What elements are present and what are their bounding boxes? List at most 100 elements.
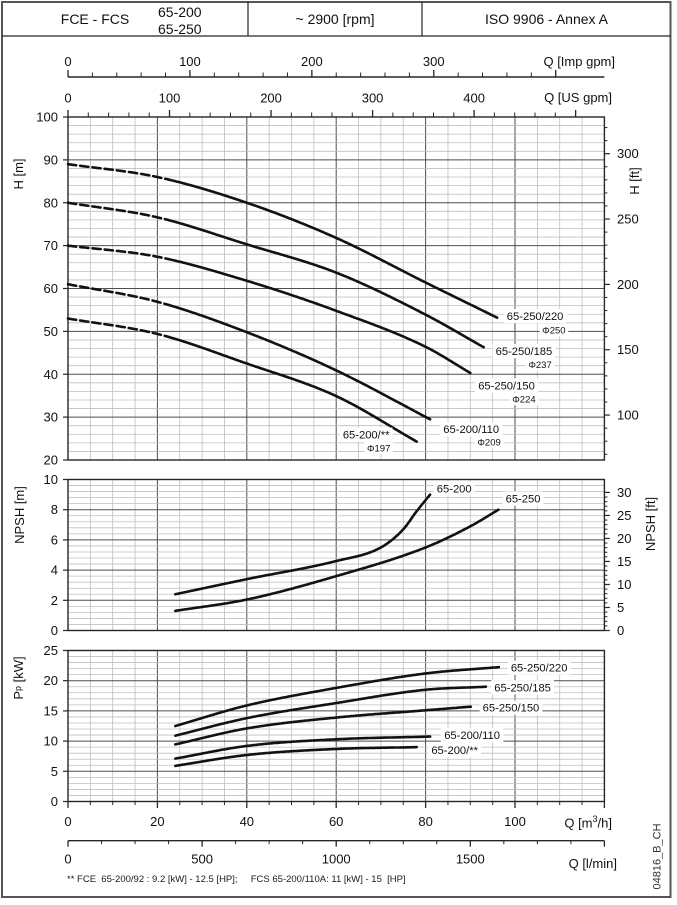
curve-65-200-110-solid — [167, 303, 432, 421]
chart0-label-65-250-220-impeller-bg — [539, 323, 569, 337]
chart0-label-65-250-185-impeller: Φ237 — [528, 360, 551, 371]
document-code: 04816_B_CH — [651, 823, 663, 890]
npsh-left-axis-title: NPSH [m] — [11, 486, 27, 544]
right-tick-label: 300 — [617, 146, 639, 161]
right-tick-label: 200 — [617, 277, 639, 292]
x-axis-us_gpm — [67, 110, 577, 117]
curve-65-200-dashed — [66, 317, 170, 339]
chart0-label-65-250-150-bg — [475, 378, 538, 393]
chart0-label-65-250-220-bg — [503, 308, 567, 324]
chart0-label-65-250-220: 65-250/220 — [507, 311, 564, 323]
header-models: 65-200 65-250 — [158, 4, 248, 38]
chart0-label-65-250-220-impeller: Φ250 — [542, 326, 565, 337]
curve-65-250-150 — [174, 705, 472, 746]
right-tick-label: 15 — [617, 554, 631, 569]
right-tick-label: 100 — [617, 408, 639, 423]
chart1-label-65-200-bg — [433, 481, 475, 496]
chart0-label-65-200-110-impeller-bg — [474, 435, 504, 449]
chart2-label-65-250-185-bg — [491, 680, 554, 695]
m3h-tick-label: 100 — [504, 814, 526, 829]
right-tick-label: 25 — [617, 508, 631, 523]
chart0-curve-65-250-185 — [66, 201, 485, 349]
header-standard: ISO 9906 - Annex A — [485, 11, 608, 27]
chart-grid-1 — [63, 478, 610, 632]
chart1-label-65-200: 65-200 — [437, 484, 472, 496]
y-tick-label: 80 — [44, 195, 58, 210]
y-tick-label: 8 — [51, 502, 58, 517]
y-tick-label: 5 — [51, 764, 58, 779]
curve-65-200 — [174, 745, 418, 768]
right-tick-label: 10 — [617, 577, 631, 592]
chart-grid-0 — [63, 116, 610, 461]
right-tick-label: 30 — [617, 485, 631, 500]
curve-65-250-150-solid — [167, 257, 472, 375]
m3h-tick-label: 0 — [64, 814, 71, 829]
curve-65-200-solid — [167, 335, 418, 443]
us_gpm-tick-label: 400 — [463, 91, 485, 106]
chart2-label-65-250-150: 65-250/150 — [483, 703, 540, 715]
curve-65-200 — [174, 493, 432, 596]
q-lmin-axis-title: Q [l/min] — [568, 856, 617, 871]
y-tick-label: 70 — [44, 238, 58, 253]
chart0-curve-65-250-150 — [66, 244, 472, 375]
y-tick-label: 90 — [44, 152, 58, 167]
chart0-label-65-200-bg — [339, 427, 393, 442]
curve-65-250-220-dashed — [66, 162, 170, 181]
chart1-label-65-250: 65-250 — [506, 494, 541, 506]
curve-65-200-110 — [174, 735, 432, 760]
chart2-label-65-200-110: 65-200/110 — [444, 730, 500, 742]
right-tick-label: 0 — [617, 623, 624, 638]
chart0-label-65-200-110: 65-200/110 — [443, 424, 499, 436]
chart2-curve-65-200 — [174, 745, 418, 768]
curve-65-250-220-solid — [167, 178, 499, 319]
y-tick-label: 50 — [44, 324, 58, 339]
chart2-label-65-200-bg — [428, 742, 482, 758]
chart2-label-65-250-150-bg — [479, 700, 543, 715]
chart0-label-65-250-185: 65-250/185 — [496, 346, 553, 358]
x-axis-imp_gpm — [67, 70, 605, 78]
h-left-axis-title: H [m] — [10, 158, 26, 190]
x-axis-m3h — [67, 801, 606, 808]
lmin-tick-label: 1500 — [456, 852, 485, 867]
right-tick-label: 5 — [617, 600, 624, 615]
chart2-curve-65-250-185 — [174, 685, 488, 737]
chart0-label-65-200: 65-200/** — [343, 430, 390, 442]
x-axis-lmin — [67, 840, 606, 847]
chart2-curve-65-200-110 — [174, 735, 432, 760]
lmin-tick-label: 1000 — [322, 852, 351, 867]
chart0-label-65-200-110-bg — [439, 422, 503, 437]
y-tick-label: 15 — [44, 703, 58, 718]
m3h-tick-label: 60 — [329, 814, 343, 829]
chart-border-1 — [67, 478, 606, 632]
imp_gpm-tick-label: 200 — [301, 54, 323, 69]
y-tick-label: 30 — [44, 410, 58, 425]
right-tick-label: 150 — [617, 342, 639, 357]
h-right-axis-title: H [ft] — [626, 167, 642, 195]
m3h-tick-label: 20 — [150, 814, 164, 829]
chart0-curve-65-200 — [66, 317, 418, 443]
imp_gpm-tick-label: 100 — [179, 54, 201, 69]
y-tick-label: 60 — [44, 281, 58, 296]
y-tick-label: 0 — [51, 794, 58, 809]
us_gpm-tick-label: 100 — [159, 91, 181, 106]
m3h-tick-label: 40 — [240, 814, 254, 829]
curve-65-250 — [174, 508, 500, 613]
us_gpm-tick-label: 300 — [362, 91, 384, 106]
chart1-label-65-250-bg — [502, 491, 544, 506]
header-product: FCE - FCS — [60, 11, 130, 27]
npsh-right-axis-title: NPSH [ft] — [642, 496, 658, 552]
chart-grid-2 — [63, 649, 605, 803]
us_gpm-tick-label: 0 — [64, 91, 71, 106]
y-tick-label: 0 — [51, 623, 58, 638]
curve-65-250-185-dashed — [66, 201, 170, 222]
y-tick-label: 20 — [44, 673, 58, 688]
header-model-1: 65-200 — [158, 4, 202, 20]
chart0-label-65-250-185-bg — [492, 343, 556, 359]
header-speed: ~ 2900 [rpm] — [295, 11, 375, 27]
chart2-label-65-250-220-bg — [507, 660, 571, 675]
m3h-tick-label: 80 — [418, 814, 432, 829]
y-tick-label: 25 — [44, 643, 58, 658]
